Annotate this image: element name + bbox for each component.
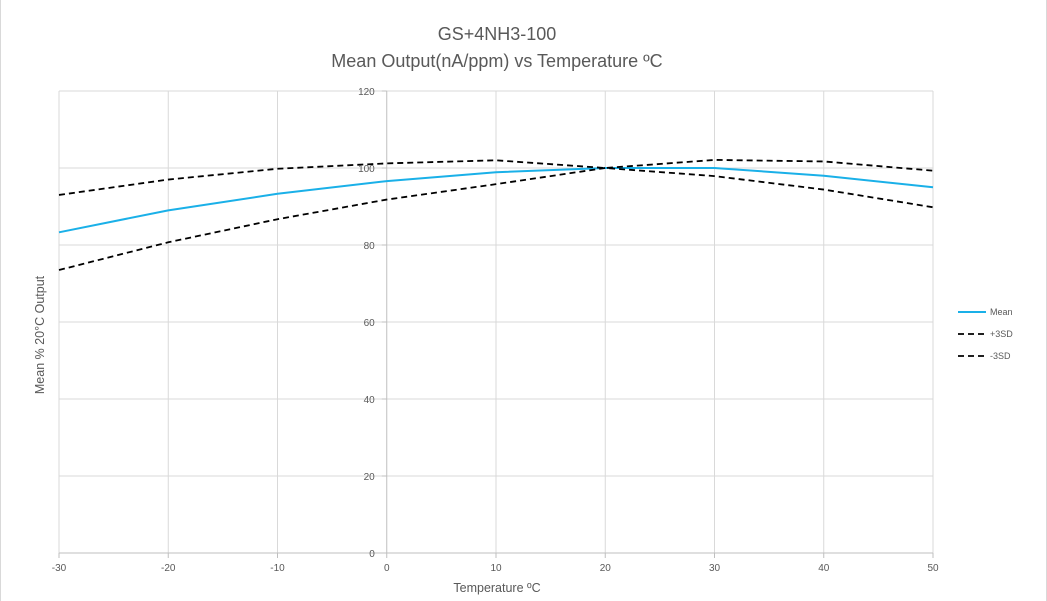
y-tick-label: 120 <box>358 87 375 98</box>
x-tick-label: -20 <box>161 563 176 574</box>
y-tick-label: 40 <box>364 395 376 406</box>
y-tick-label: 20 <box>364 472 376 483</box>
x-axis-label: Temperature ºC <box>453 581 540 595</box>
legend: Mean +3SD -3SD <box>958 307 1013 361</box>
legend-label: Mean <box>990 307 1013 317</box>
x-tick-label: 20 <box>600 563 612 574</box>
x-tick-label: 10 <box>490 563 502 574</box>
y-tick-label: 80 <box>364 241 376 252</box>
legend-label: +3SD <box>990 329 1013 339</box>
x-tick-label: 0 <box>384 563 390 574</box>
y-tick-label: 60 <box>364 318 376 329</box>
y-tick-label: 0 <box>369 549 375 560</box>
chart-title: GS+4NH3-100 <box>438 24 557 44</box>
x-tick-label: -10 <box>270 563 285 574</box>
x-tick-label: -30 <box>52 563 67 574</box>
y-axis-label: Mean % 20°C Output <box>33 275 47 394</box>
legend-label: -3SD <box>990 351 1011 361</box>
y-tick-label: 100 <box>358 164 375 175</box>
x-tick-label: 40 <box>818 563 830 574</box>
tick-labels: 0 20 40 60 80 100 120 -30 -20 -10 0 10 20 30 40 50 <box>52 87 939 574</box>
x-tick-label: 30 <box>709 563 721 574</box>
x-tick-label: 50 <box>927 563 939 574</box>
chart-subtitle: Mean Output(nA/ppm) vs Temperature ºC <box>331 51 662 71</box>
